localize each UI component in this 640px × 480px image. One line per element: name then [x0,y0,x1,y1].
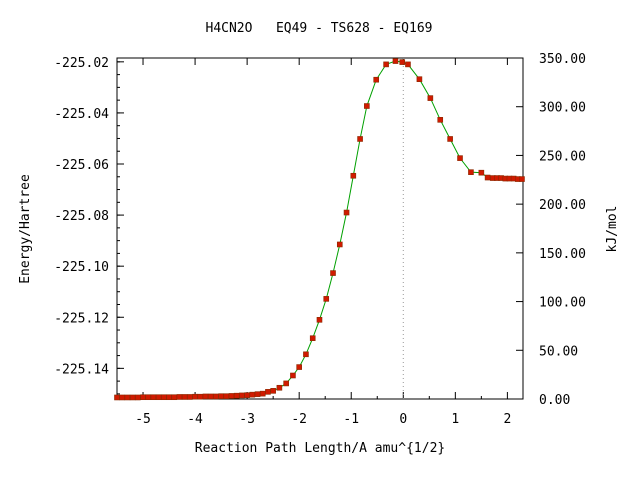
y-tick-label: -225.12 [54,311,109,326]
data-point [283,380,289,387]
data-point [124,394,131,401]
data-point [427,95,434,101]
data-point [270,388,276,394]
data-point [447,136,453,142]
y-tick-label: -225.02 [54,56,109,71]
y-tick-label: -225.06 [54,158,109,173]
x-tick-label: -4 [187,412,203,427]
y2-tick-label: 0.00 [539,393,570,408]
x-tick-label: 0 [399,412,407,427]
data-point [343,209,350,216]
data-point [119,394,126,401]
data-point [303,351,309,358]
data-point [150,394,157,401]
data-point [265,389,271,395]
data-point [364,103,370,109]
data-point [192,393,198,400]
data-point [316,317,323,323]
data-point [114,394,120,401]
y-axis-label: Energy/Hartree [18,174,33,284]
x-axis-label: Reaction Path Length/A amu^{1/2} [195,441,445,456]
data-point [478,169,485,176]
x-tick-label: 1 [451,412,459,427]
y-tick-label: -225.04 [54,107,109,122]
data-point [176,394,183,400]
chart-title: H4CN2O EQ49 - TS628 - EQ169 [206,21,433,36]
plot-area: -5 -4 -3 -2 -1 0 1 2 -225.14 -225.12 -225.10 -225.0… [54,52,586,427]
data-point [161,394,167,401]
y2-tick-label: 350.00 [539,52,586,67]
data-point [202,393,209,400]
data-point [373,76,380,83]
data-point [213,393,219,400]
data-point [276,384,283,391]
data-point [254,391,261,397]
data-point [357,136,363,142]
data-point [399,59,406,65]
data-point [336,241,343,248]
data-point [207,393,214,400]
data-point [223,393,230,399]
y2-tick-label: 100.00 [539,296,586,311]
y-tick-label: -225.10 [54,260,109,275]
data-point [140,394,146,401]
data-point [392,58,399,64]
data-point [330,270,336,276]
data-point [244,392,250,398]
y-tick-label: -225.14 [54,362,109,377]
plot-frame [116,57,524,400]
data-point [171,394,178,401]
data-point [468,169,474,175]
y2-tick-label: 150.00 [539,247,586,262]
data-point [437,117,444,123]
y2-tick-label: 300.00 [539,101,586,116]
x-tick-label: 2 [503,412,511,427]
data-point [323,296,330,302]
y2-tick-label: 250.00 [539,149,586,164]
y2-tick-label: 200.00 [539,198,586,213]
data-point [228,393,235,399]
y2-tick-label: 50.00 [539,344,578,359]
energy-curve [117,60,522,398]
data-point [290,372,296,379]
x-tick-label: -3 [239,412,255,427]
data-point [145,394,152,401]
data-point [309,335,316,342]
data-point [197,393,204,400]
data-point [350,172,357,179]
data-point [187,394,193,400]
data-point [416,76,423,83]
data-point [249,391,256,398]
x-tick-label: -2 [291,412,307,427]
data-point [129,394,136,401]
data-point [218,393,224,399]
data-point [239,392,245,399]
y2-axis-label: kJ/mol [605,206,620,253]
data-point [166,394,172,401]
data-point [259,390,266,397]
data-point [155,394,162,401]
data-point [296,364,302,370]
data-point [484,174,491,181]
data-point [519,176,525,182]
data-point [405,61,411,68]
x-tick-label: -5 [135,412,151,427]
data-point [457,155,463,161]
data-point [135,394,141,401]
data-point [383,61,389,68]
data-point [181,394,188,400]
y-tick-label: -225.08 [54,209,109,224]
x-tick-label: -1 [343,412,359,427]
data-point [233,392,240,399]
